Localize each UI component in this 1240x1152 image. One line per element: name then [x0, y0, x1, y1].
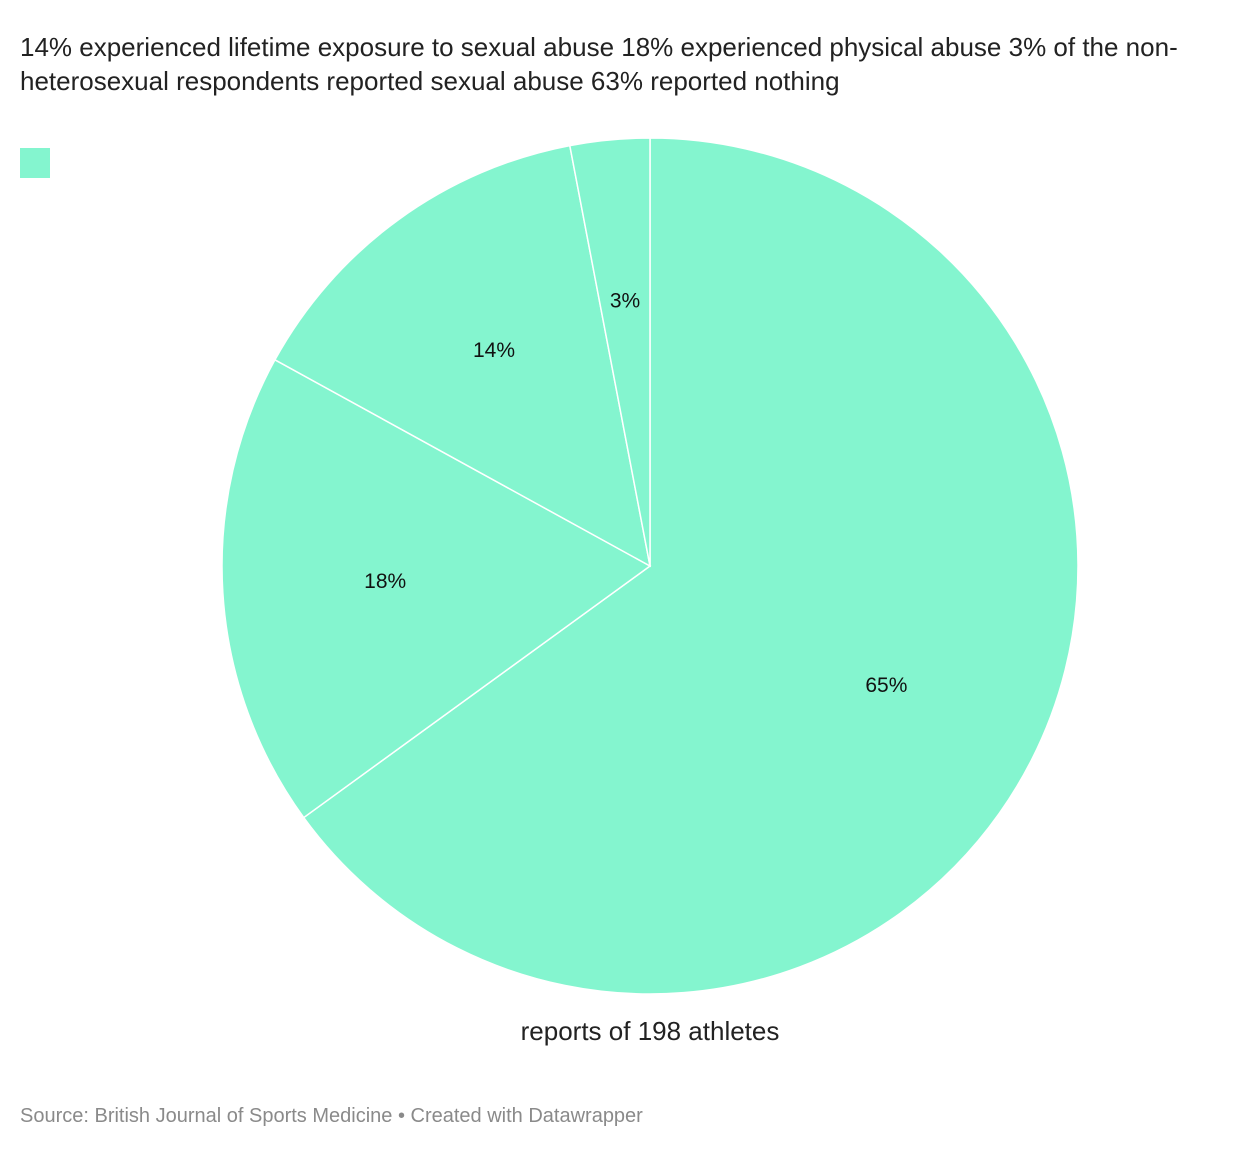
- chart-title: 14% experienced lifetime exposure to sex…: [20, 32, 1178, 96]
- legend: [20, 148, 58, 178]
- legend-swatch: [20, 148, 50, 178]
- slice-label-0: 65%: [865, 674, 907, 697]
- slice-label-3: 3%: [610, 289, 640, 312]
- slice-label-1: 18%: [364, 570, 406, 593]
- pie-slice-2: [273, 144, 652, 568]
- pie-slice-1: [221, 358, 652, 819]
- source-note: Source: British Journal of Sports Medici…: [20, 1105, 643, 1127]
- pie-slice-0: [302, 137, 1079, 995]
- pie-slices: [221, 137, 1079, 995]
- pie-caption: reports of 198 athletes: [521, 1016, 780, 1046]
- slice-label-2: 14%: [473, 339, 515, 362]
- pie-slice-3: [568, 137, 651, 567]
- pie-labels: 65% 18% 14% 3%: [364, 289, 907, 697]
